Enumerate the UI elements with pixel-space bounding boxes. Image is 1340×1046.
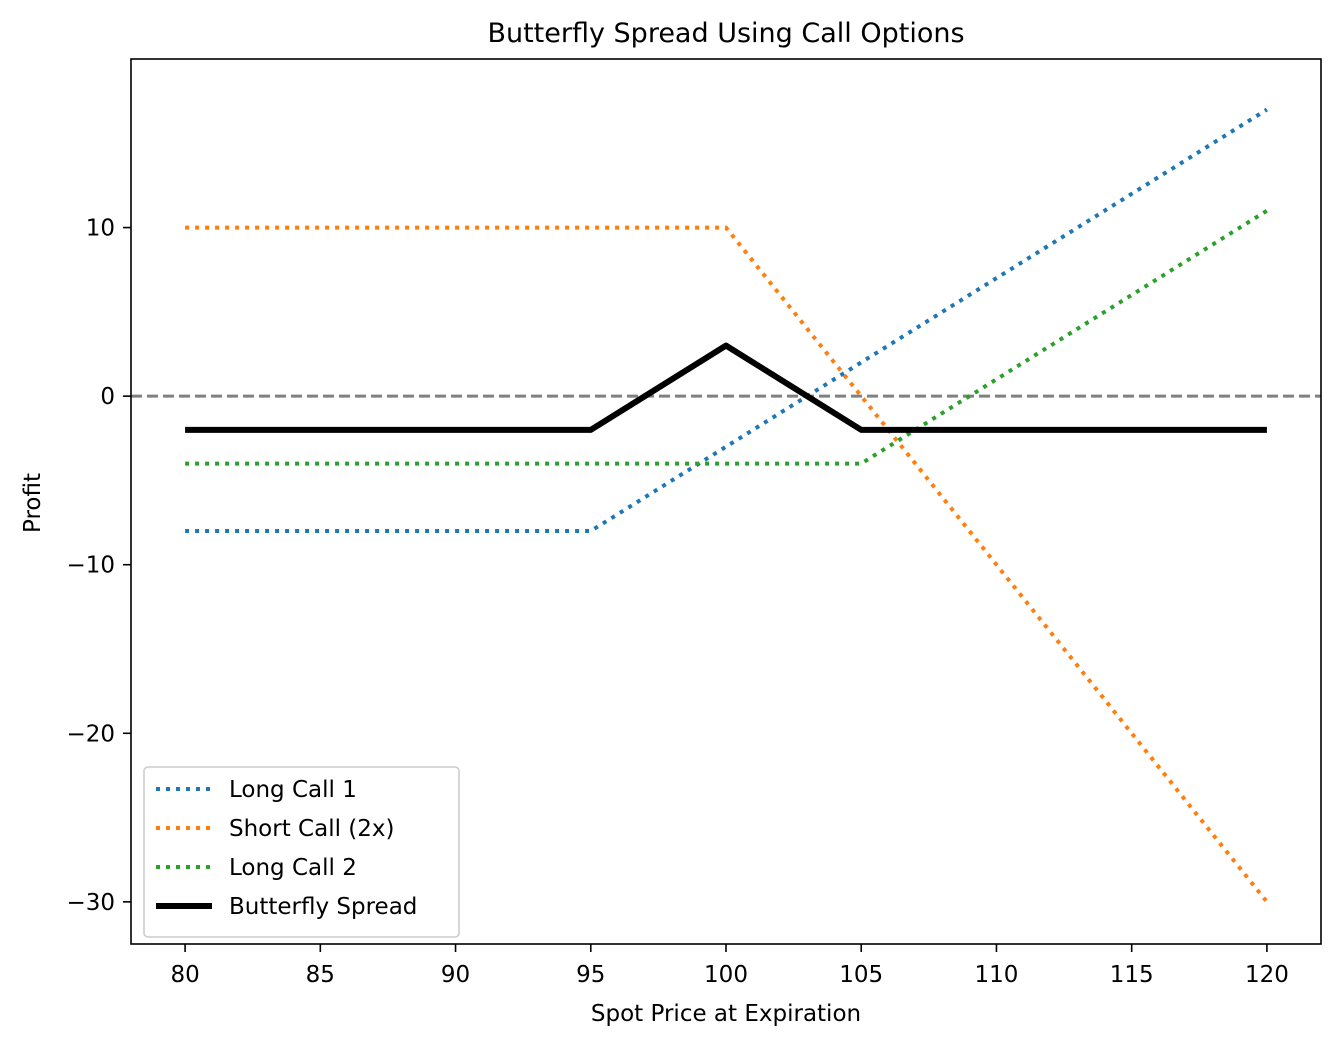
- x-tick-label: 80: [170, 962, 199, 988]
- x-tick-label: 115: [1110, 962, 1154, 988]
- legend-label-long-call-1: Long Call 1: [229, 777, 357, 803]
- legend-label-long-call-2: Long Call 2: [229, 855, 357, 881]
- y-tick-label: 0: [100, 384, 115, 410]
- legend-label-butterfly-spread: Butterfly Spread: [229, 894, 417, 920]
- y-tick-label: −30: [66, 890, 115, 916]
- x-tick-label: 100: [704, 962, 748, 988]
- series-line-long-call-2: [185, 209, 1268, 466]
- chart-title: Butterfly Spread Using Call Options: [487, 18, 964, 49]
- series-line-short-call-2x: [185, 225, 1269, 904]
- y-tick-label: 10: [86, 216, 115, 242]
- x-tick-label: 85: [306, 962, 335, 988]
- legend: Long Call 1 Short Call (2x) Long Call 2 But…: [143, 766, 460, 938]
- x-axis: 80 85 90 95 100 105 110 115 120: [170, 944, 1289, 988]
- series-line-long-call-1: [185, 107, 1268, 533]
- y-axis: −30 −20 −10 0 10: [66, 216, 131, 916]
- x-tick-label: 110: [975, 962, 1019, 988]
- legend-label-short-call-2x: Short Call (2x): [229, 816, 394, 842]
- x-tick-label: 95: [576, 962, 605, 988]
- x-tick-label: 120: [1245, 962, 1289, 988]
- y-axis-label: Profit: [20, 473, 46, 533]
- x-axis-label: Spot Price at Expiration: [591, 1001, 861, 1027]
- x-tick-label: 105: [839, 962, 883, 988]
- y-tick-label: −20: [66, 721, 115, 747]
- series-line-butterfly-spread: [185, 342, 1267, 433]
- x-tick-label: 90: [441, 962, 470, 988]
- y-tick-label: −10: [66, 553, 115, 579]
- legend-frame: [143, 766, 460, 938]
